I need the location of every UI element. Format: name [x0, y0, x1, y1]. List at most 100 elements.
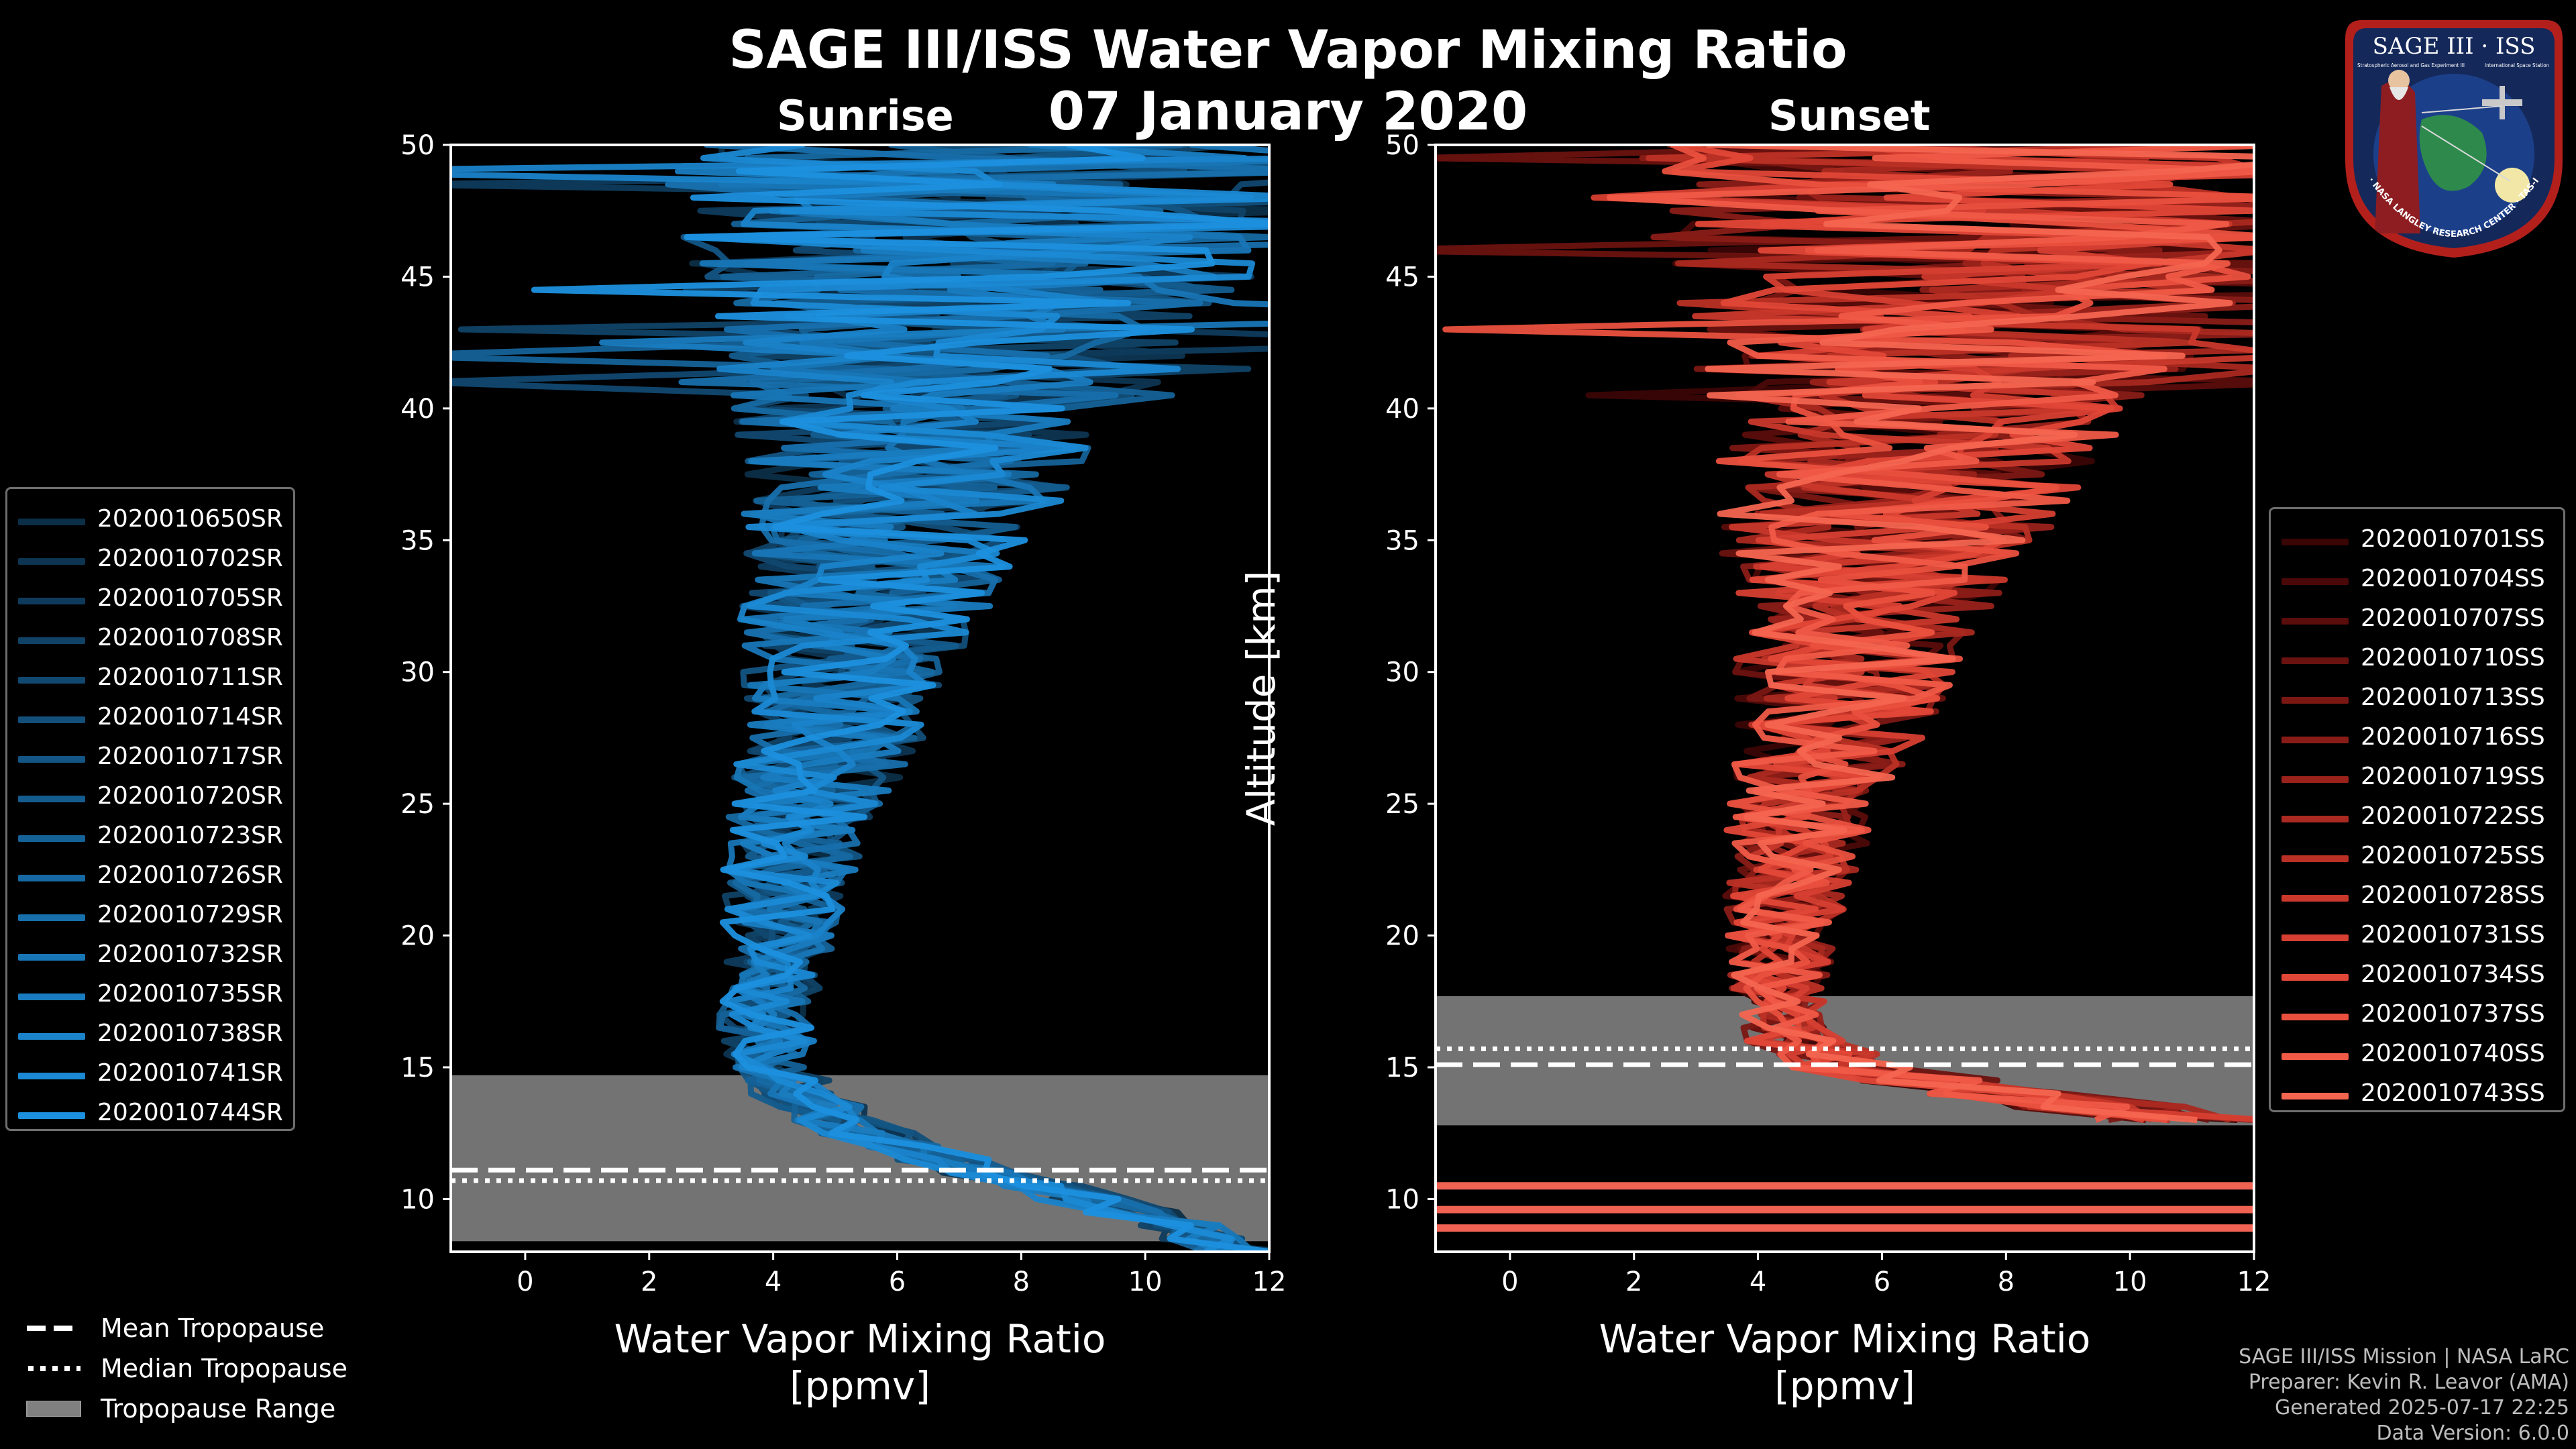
sunset-plot-area	[1436, 145, 2254, 1232]
legend-label: 2020010725SS	[2361, 842, 2545, 869]
legend-swatch	[2282, 697, 2349, 704]
legend-swatch	[18, 677, 85, 684]
figure-date: 07 January 2020	[1048, 82, 1528, 142]
footer-preparer: Preparer: Kevin R. Leavor (AMA)	[2248, 1371, 2569, 1394]
legend-label: 2020010713SS	[2361, 684, 2545, 711]
legend-swatch	[2282, 934, 2349, 941]
legend-item-2020010734SS: 2020010734SS	[2271, 957, 2563, 996]
legend-label: 2020010704SS	[2361, 565, 2545, 592]
legend-label: 2020010737SS	[2361, 1000, 2545, 1028]
median-tropopause-legend-item: Median Tropopause	[20, 1348, 396, 1389]
sunset-xtick-label-0: 0	[1501, 1267, 1518, 1297]
legend-item-2020010731SS: 2020010731SS	[2271, 917, 2563, 956]
legend-swatch	[2282, 895, 2349, 902]
legend-swatch	[2282, 657, 2349, 664]
footer-data-version: Data Version: 6.0.0	[2376, 1421, 2569, 1445]
sunset-xtick-label-4: 4	[1750, 1267, 1766, 1297]
legend-swatch	[18, 637, 85, 644]
sunrise-ytick-label-20: 20	[400, 921, 435, 952]
sunset-profile-2020010743SS	[1705, 145, 2254, 1124]
mean-tropopause-legend-item: Mean Tropopause	[20, 1308, 396, 1348]
mean-tropopause-label: Mean Tropopause	[101, 1313, 325, 1343]
legend-label: 2020010701SS	[2361, 525, 2545, 553]
legend-label: 2020010743SS	[2361, 1079, 2545, 1107]
legend-label: 2020010740SS	[2361, 1040, 2545, 1067]
legend-item-2020010741SR: 2020010741SR	[7, 1055, 293, 1094]
legend-swatch	[18, 875, 85, 881]
legend-item-2020010701SS: 2020010701SS	[2271, 521, 2563, 560]
sunset-legend: 2020010701SS 2020010704SS 2020010707SS 2020…	[2269, 507, 2565, 1112]
legend-item-2020010704SS: 2020010704SS	[2271, 561, 2563, 600]
legend-item-2020010705SR: 2020010705SR	[7, 580, 293, 619]
sunset-ytick-label-10: 10	[1385, 1184, 1419, 1215]
legend-swatch	[18, 835, 85, 842]
legend-item-2020010716SS: 2020010716SS	[2271, 719, 2563, 758]
median-tropopause-label: Median Tropopause	[101, 1354, 347, 1383]
tropopause-range-label: Tropopause Range	[101, 1394, 336, 1424]
legend-label: 2020010720SR	[97, 782, 283, 810]
legend-label: 2020010726SR	[97, 861, 283, 889]
legend-label: 2020010716SS	[2361, 723, 2545, 751]
legend-label: 2020010735SR	[97, 980, 283, 1008]
legend-label: 2020010732SR	[97, 941, 283, 968]
legend-label: 2020010717SR	[97, 743, 283, 770]
sunset-xtick-label-12: 12	[2237, 1267, 2271, 1297]
sunset-panel-title: Sunset	[1768, 91, 1931, 140]
legend-label: 2020010728SS	[2361, 881, 2545, 909]
sunset-ytick-label-35: 35	[1385, 525, 1419, 556]
legend-label: 2020010708SR	[97, 624, 283, 651]
legend-item-2020010702SR: 2020010702SR	[7, 541, 293, 580]
sunrise-profile-2020010741SR	[686, 145, 1269, 1252]
badge-left-subtitle: Stratospheric Aerosol and Gas Experiment…	[2357, 62, 2465, 68]
dashed-line-icon	[27, 1326, 80, 1331]
sunset-ytick-label-25: 25	[1385, 789, 1419, 820]
sunset-xtick-label-6: 6	[1874, 1267, 1890, 1297]
sunrise-ytick-label-30: 30	[400, 657, 435, 688]
legend-item-2020010719SS: 2020010719SS	[2271, 759, 2563, 798]
sunrise-ytick-label-25: 25	[400, 789, 435, 820]
legend-item-2020010726SR: 2020010726SR	[7, 857, 293, 896]
legend-label: 2020010650SR	[97, 505, 283, 533]
legend-label: 2020010705SR	[97, 584, 283, 612]
sunset-ytick-label-40: 40	[1385, 394, 1419, 425]
badge-title: SAGE III · ISS	[2373, 33, 2536, 60]
sunrise-xlabel-line-0: Water Vapor Mixing Ratio	[614, 1316, 1106, 1362]
legend-label: 2020010731SS	[2361, 921, 2545, 949]
legend-swatch	[18, 994, 85, 1000]
figure-title: SAGE III/ISS Water Vapor Mixing Ratio	[729, 20, 1847, 80]
sunrise-xtick-label-12: 12	[1252, 1267, 1287, 1297]
sunrise-ytick-label-50: 50	[400, 130, 435, 161]
sunrise-xlabel-line-1: [ppmv]	[790, 1363, 930, 1409]
sunrise-ytick-label-35: 35	[400, 525, 435, 556]
legend-label: 2020010723SR	[97, 822, 283, 849]
legend-item-2020010723SR: 2020010723SR	[7, 818, 293, 857]
legend-item-2020010729SR: 2020010729SR	[7, 897, 293, 936]
sunrise-ytick-label-45: 45	[400, 262, 435, 292]
legend-item-2020010722SS: 2020010722SS	[2271, 798, 2563, 837]
sunrise-legend: 2020010650SR 2020010702SR 2020010705SR 2020…	[5, 487, 295, 1131]
sunset-ytick-label-45: 45	[1385, 262, 1419, 292]
sunrise-xtick-label-6: 6	[889, 1267, 906, 1297]
legend-label: 2020010714SR	[97, 703, 283, 731]
legend-label: 2020010710SS	[2361, 644, 2545, 672]
sunrise-xtick-label-10: 10	[1128, 1267, 1163, 1297]
legend-label: 2020010711SR	[97, 663, 283, 691]
legend-item-2020010710SS: 2020010710SS	[2271, 640, 2563, 679]
sunset-profile-2020010740SS	[1606, 145, 2254, 1123]
sunset-profile-2020010734SS	[1671, 145, 2254, 1123]
sunrise-axes-frame	[449, 144, 1271, 1253]
sunset-ytick-label-15: 15	[1385, 1053, 1419, 1083]
legend-swatch	[18, 914, 85, 921]
sunset-ylabel: Altitude [km]	[1238, 571, 1284, 826]
legend-swatch	[2282, 737, 2349, 743]
sunset-xlabel-line-0: Water Vapor Mixing Ratio	[1599, 1316, 2091, 1362]
legend-label: 2020010722SS	[2361, 802, 2545, 830]
legend-swatch	[18, 1073, 85, 1079]
footer-generated: Generated 2025-07-17 22:25	[2274, 1396, 2569, 1419]
legend-swatch	[2282, 1093, 2349, 1099]
legend-swatch	[2282, 974, 2349, 981]
legend-item-2020010717SR: 2020010717SR	[7, 739, 293, 777]
sunrise-ytick-label-15: 15	[400, 1053, 435, 1083]
sunset-xtick-label-8: 8	[1998, 1267, 2015, 1297]
